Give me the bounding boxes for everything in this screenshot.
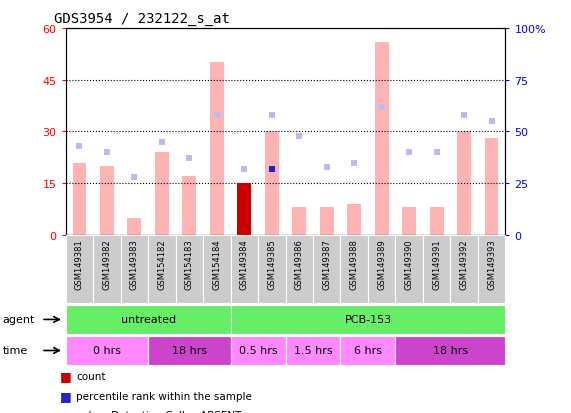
Text: 0 hrs: 0 hrs — [93, 346, 121, 356]
Bar — [258, 235, 286, 304]
Text: GDS3954 / 232122_s_at: GDS3954 / 232122_s_at — [54, 12, 230, 26]
Bar — [148, 336, 231, 366]
Bar — [231, 305, 505, 335]
Text: GSM149393: GSM149393 — [487, 239, 496, 290]
Text: agent: agent — [3, 315, 35, 325]
Bar — [120, 235, 148, 304]
Bar — [203, 235, 231, 304]
Bar — [485, 139, 498, 235]
Text: GSM149391: GSM149391 — [432, 239, 441, 290]
Text: PCB-153: PCB-153 — [344, 315, 392, 325]
Bar — [183, 177, 196, 235]
Bar — [395, 235, 423, 304]
Bar — [210, 63, 224, 235]
Text: untreated: untreated — [120, 315, 176, 325]
Bar — [347, 204, 361, 235]
Text: time: time — [3, 346, 28, 356]
Bar — [478, 235, 505, 304]
Text: 0.5 hrs: 0.5 hrs — [239, 346, 278, 356]
Bar — [395, 336, 505, 366]
Bar — [423, 235, 451, 304]
Bar — [176, 235, 203, 304]
Text: 1.5 hrs: 1.5 hrs — [293, 346, 332, 356]
Text: count: count — [76, 371, 106, 381]
Text: GSM154184: GSM154184 — [212, 239, 222, 290]
Bar — [286, 336, 340, 366]
Text: GSM149381: GSM149381 — [75, 239, 84, 290]
Text: GSM149392: GSM149392 — [460, 239, 469, 290]
Bar — [238, 184, 251, 235]
Bar — [451, 235, 478, 304]
Bar — [313, 235, 340, 304]
Text: ■: ■ — [60, 409, 72, 413]
Text: percentile rank within the sample: percentile rank within the sample — [76, 391, 252, 401]
Text: GSM149386: GSM149386 — [295, 239, 304, 290]
Text: GSM149384: GSM149384 — [240, 239, 249, 290]
Bar — [340, 336, 395, 366]
Text: GSM154182: GSM154182 — [158, 239, 166, 290]
Bar — [231, 336, 286, 366]
Text: GSM149382: GSM149382 — [102, 239, 111, 290]
Text: value, Detection Call = ABSENT: value, Detection Call = ABSENT — [76, 411, 242, 413]
Bar — [155, 153, 168, 235]
Bar — [403, 208, 416, 235]
Text: GSM149385: GSM149385 — [267, 239, 276, 290]
Bar — [368, 235, 395, 304]
Text: 18 hrs: 18 hrs — [433, 346, 468, 356]
Text: ■: ■ — [60, 369, 72, 382]
Text: GSM149387: GSM149387 — [322, 239, 331, 290]
Bar — [127, 218, 141, 235]
Bar — [457, 132, 471, 235]
Bar — [375, 43, 388, 235]
Text: GSM149390: GSM149390 — [405, 239, 413, 290]
Bar — [265, 132, 279, 235]
Bar — [66, 305, 231, 335]
Bar — [66, 235, 93, 304]
Bar — [286, 235, 313, 304]
Bar — [292, 208, 306, 235]
Bar — [73, 163, 86, 235]
Bar — [340, 235, 368, 304]
Bar — [93, 235, 120, 304]
Text: GSM149388: GSM149388 — [349, 239, 359, 290]
Text: GSM149389: GSM149389 — [377, 239, 386, 290]
Text: ■: ■ — [60, 389, 72, 402]
Text: 18 hrs: 18 hrs — [172, 346, 207, 356]
Text: 6 hrs: 6 hrs — [354, 346, 382, 356]
Bar — [66, 336, 148, 366]
Bar — [100, 166, 114, 235]
Bar — [231, 235, 258, 304]
Bar — [430, 208, 444, 235]
Bar — [320, 208, 333, 235]
Bar — [148, 235, 176, 304]
Text: GSM149383: GSM149383 — [130, 239, 139, 290]
Text: GSM154183: GSM154183 — [185, 239, 194, 290]
